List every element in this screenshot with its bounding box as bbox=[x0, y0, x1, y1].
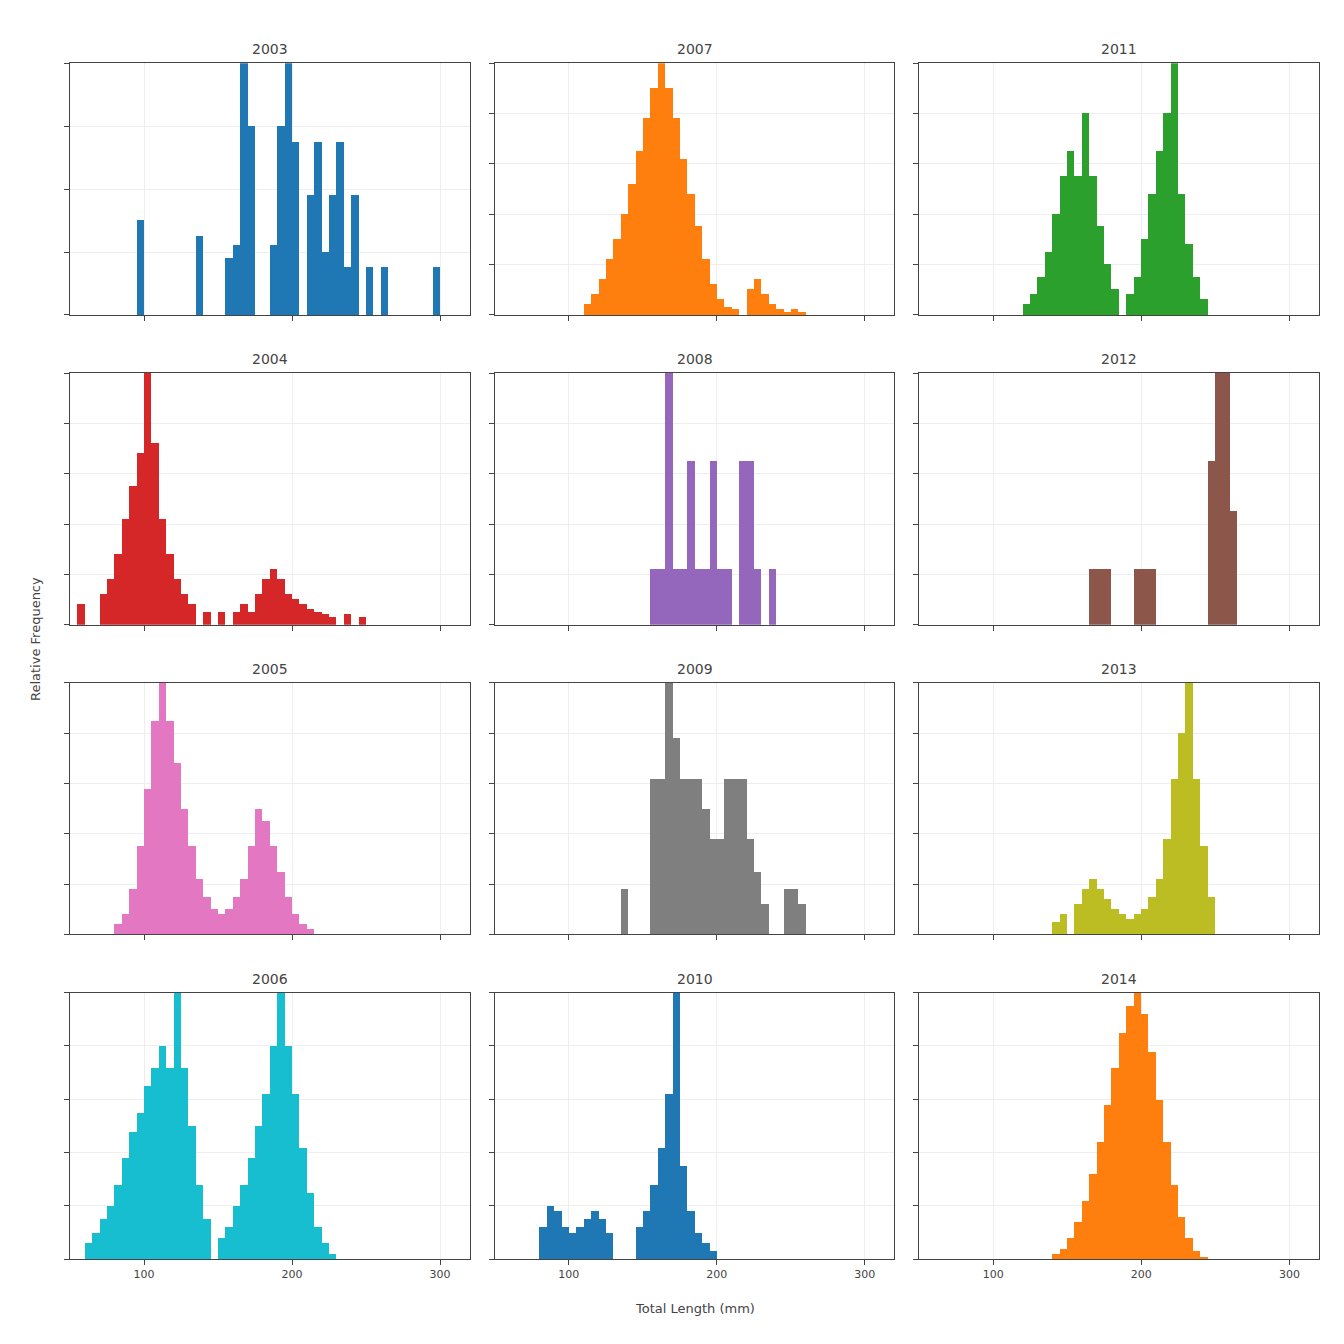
svg-text:300: 300 bbox=[1279, 1268, 1300, 1281]
svg-text:100: 100 bbox=[558, 1268, 579, 1281]
svg-text:200: 200 bbox=[1131, 1268, 1152, 1281]
svg-text:Total Length (mm): Total Length (mm) bbox=[635, 1301, 755, 1316]
svg-text:100: 100 bbox=[134, 1268, 155, 1281]
svg-text:200: 200 bbox=[282, 1268, 303, 1281]
svg-text:Relative Frequency: Relative Frequency bbox=[28, 577, 43, 701]
svg-text:200: 200 bbox=[706, 1268, 727, 1281]
svg-text:2005: 2005 bbox=[252, 661, 288, 677]
svg-text:2003: 2003 bbox=[252, 41, 288, 57]
svg-text:300: 300 bbox=[854, 1268, 875, 1281]
svg-text:2004: 2004 bbox=[252, 351, 288, 367]
svg-text:2008: 2008 bbox=[677, 351, 713, 367]
svg-text:2007: 2007 bbox=[677, 41, 713, 57]
svg-text:2013: 2013 bbox=[1101, 661, 1137, 677]
svg-text:2012: 2012 bbox=[1101, 351, 1137, 367]
svg-text:2011: 2011 bbox=[1101, 41, 1137, 57]
svg-text:2014: 2014 bbox=[1101, 971, 1137, 987]
svg-text:100: 100 bbox=[983, 1268, 1004, 1281]
svg-text:2006: 2006 bbox=[252, 971, 288, 987]
svg-text:2010: 2010 bbox=[677, 971, 713, 987]
svg-text:300: 300 bbox=[430, 1268, 451, 1281]
svg-text:2009: 2009 bbox=[677, 661, 713, 677]
